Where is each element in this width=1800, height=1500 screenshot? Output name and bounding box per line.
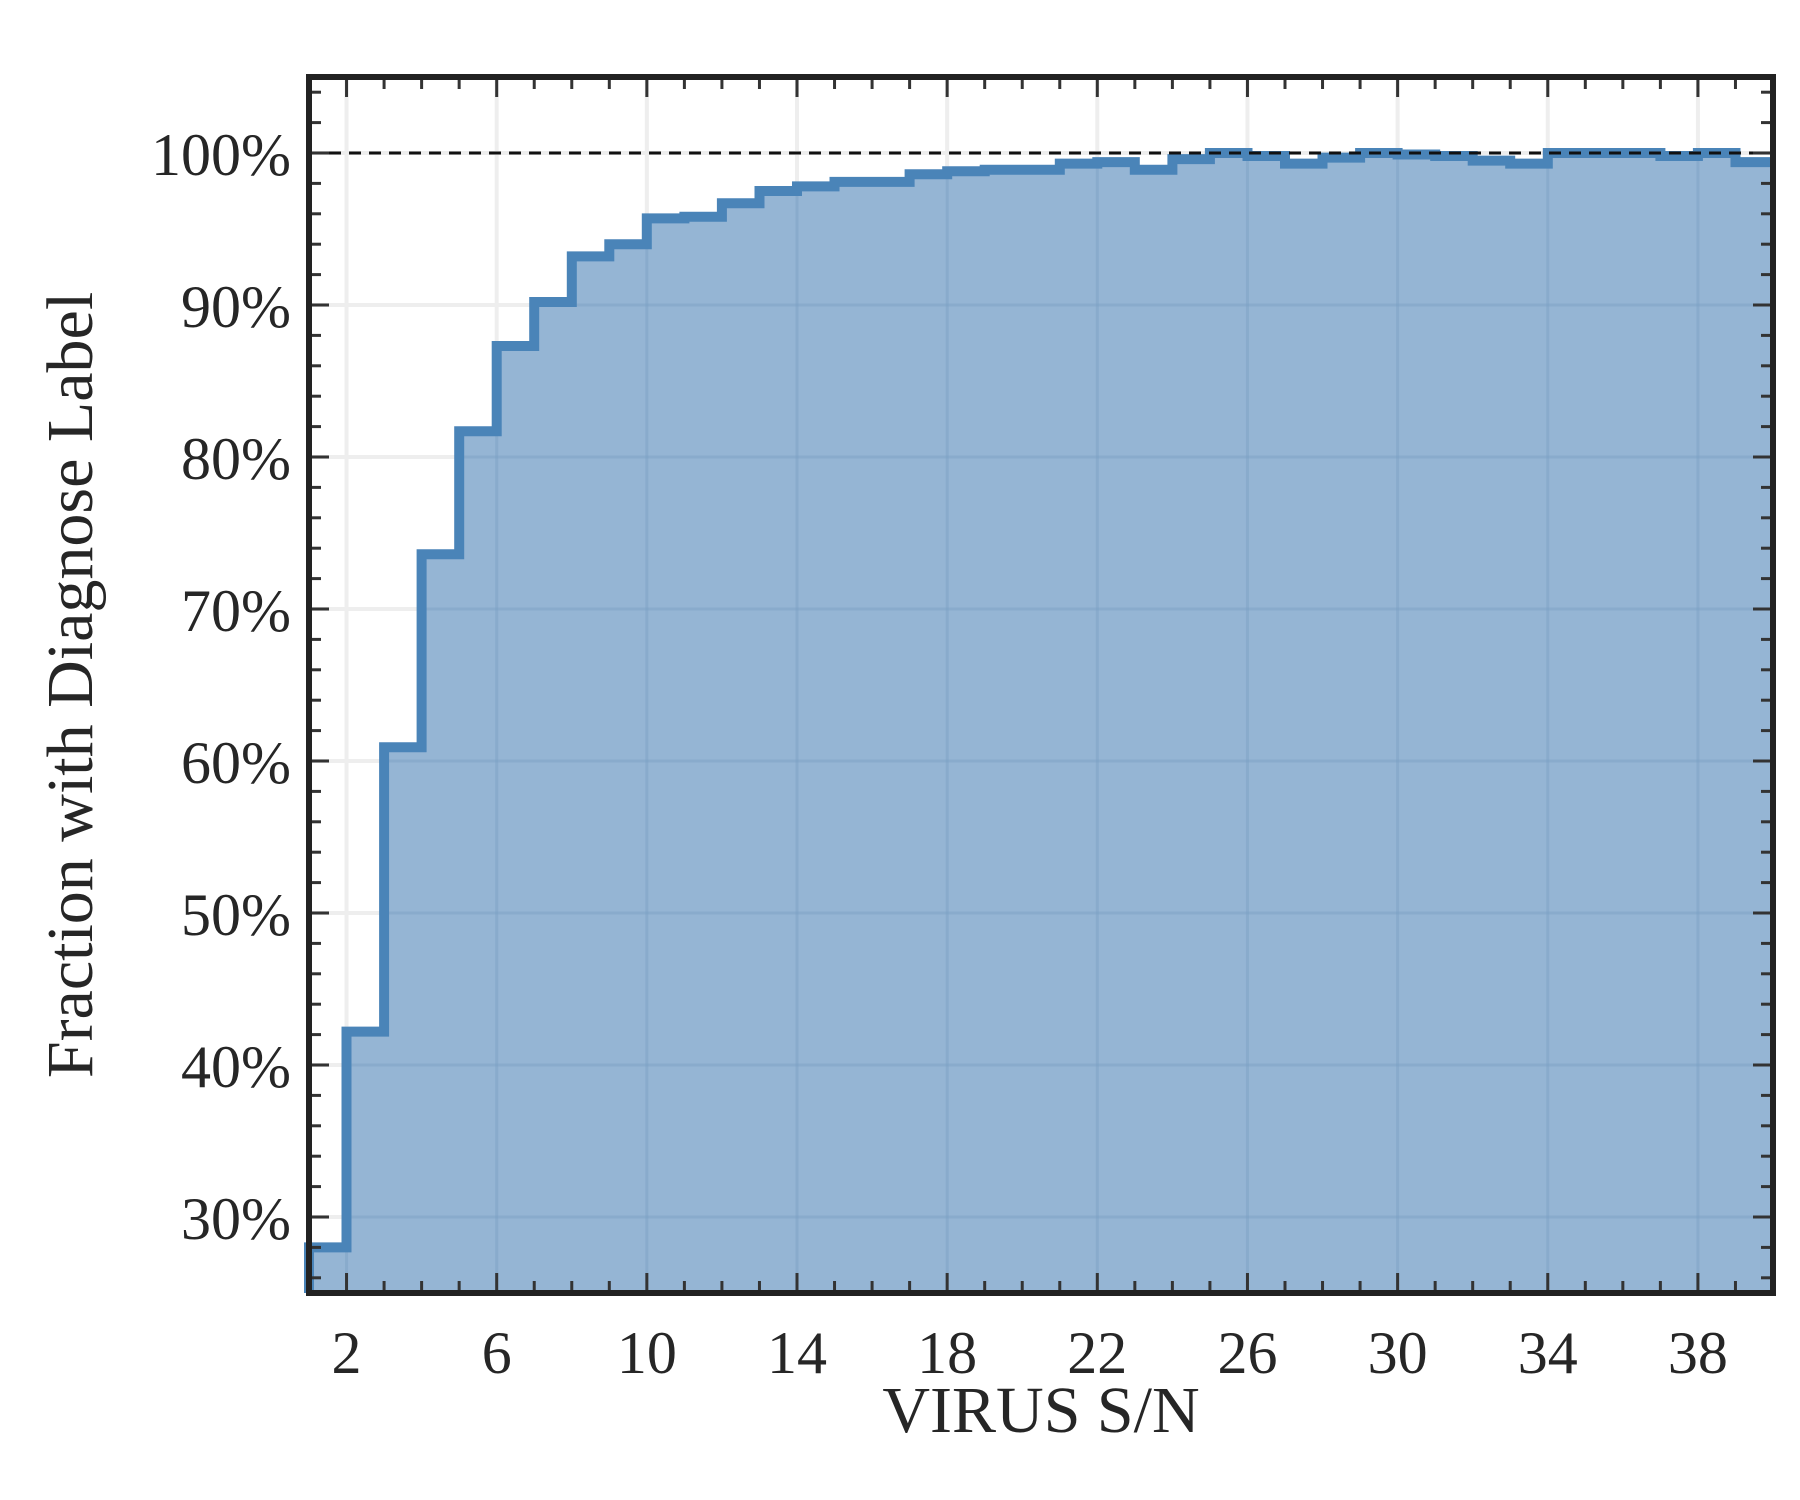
y-tick-label: 30%	[181, 1186, 291, 1252]
x-tick-label: 10	[617, 1320, 677, 1386]
plot-frame	[306, 74, 1776, 1296]
x-tick-label: 2	[332, 1320, 362, 1386]
x-tick-labels: 2 6 10 14 18 22 26 30 34 38	[332, 1320, 1728, 1386]
x-tick-label: 34	[1518, 1320, 1578, 1386]
area-fill	[309, 153, 1773, 1293]
x-tick-label: 14	[767, 1320, 827, 1386]
y-tick-label: 100%	[151, 122, 291, 188]
x-tick-label: 38	[1668, 1320, 1728, 1386]
y-tick-label: 90%	[181, 274, 291, 340]
y-axis-label: Fraction with Diagnose Label	[34, 292, 107, 1078]
y-tick-label: 40%	[181, 1034, 291, 1100]
x-tick-label: 22	[1067, 1320, 1127, 1386]
x-axis-label: VIRUS S/N	[882, 1374, 1199, 1447]
y-tick-labels: 30% 40% 50% 60% 70% 80% 90% 100%	[151, 122, 291, 1252]
x-tick-label: 18	[917, 1320, 977, 1386]
y-tick-label: 80%	[181, 426, 291, 492]
x-tick-label: 6	[482, 1320, 512, 1386]
step-line	[304, 148, 1773, 1293]
x-tick-label: 30	[1368, 1320, 1428, 1386]
area-layer	[304, 148, 1773, 1293]
y-tick-label: 60%	[181, 730, 291, 796]
x-tick-label: 26	[1217, 1320, 1277, 1386]
y-tick-label: 50%	[181, 882, 291, 948]
y-tick-label: 70%	[181, 578, 291, 644]
